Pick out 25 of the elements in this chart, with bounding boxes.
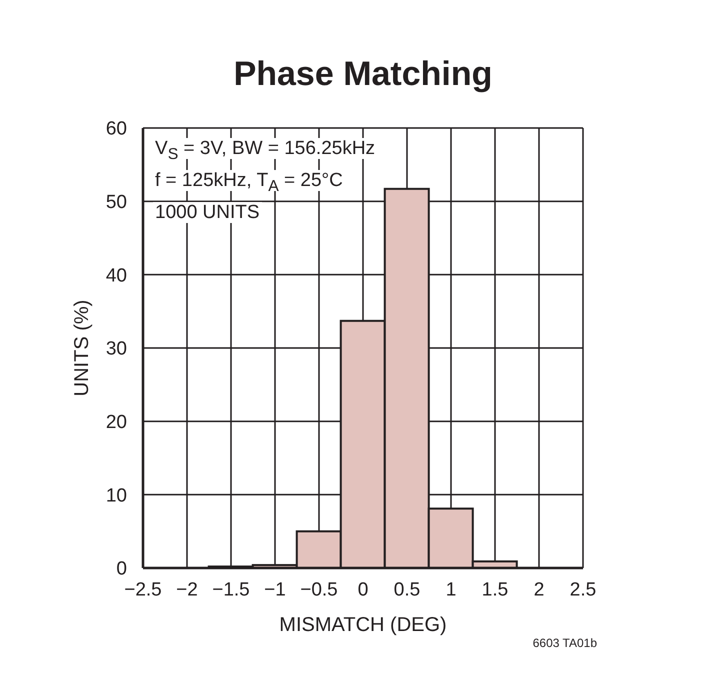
text: 6603 TA01b [532,636,597,650]
x-tick-label: −0.5 [300,579,338,600]
x-tick-label: 2.5 [570,579,596,600]
x-axis-title: MISMATCH (DEG) [279,614,447,636]
x-tick-label: 0 [358,579,368,600]
y-tick-label: 30 [106,338,127,360]
x-tick-label: 1.5 [482,579,508,600]
y-tick-label: 10 [106,485,127,506]
x-tick-label: −1 [264,579,286,600]
x-tick-label: −1.5 [212,579,250,600]
x-tick-label: 1 [446,579,456,600]
x-tick-label: 2 [534,579,544,600]
y-tick-label: 40 [106,265,127,286]
y-tick-label: 60 [106,118,127,140]
annotation: V$_{S}$ = 3V, BW = 156.25kHz [154,138,376,163]
chart-title: Phase Matching [232,54,494,95]
x-tick-label: 0.5 [394,579,420,600]
y-axis-title: UNITS (%) [71,300,93,396]
x-tick-label: −2.5 [124,579,162,600]
annotation: f = 125kHz, T$_{A}$ = 25°C [154,170,344,195]
y-tick-label: 20 [106,412,127,434]
annotation: 1000 UNITS [153,202,262,223]
y-tick-label: 50 [106,192,127,214]
x-tick-label: −2 [176,579,198,600]
y-tick-label: 0 [116,558,127,580]
